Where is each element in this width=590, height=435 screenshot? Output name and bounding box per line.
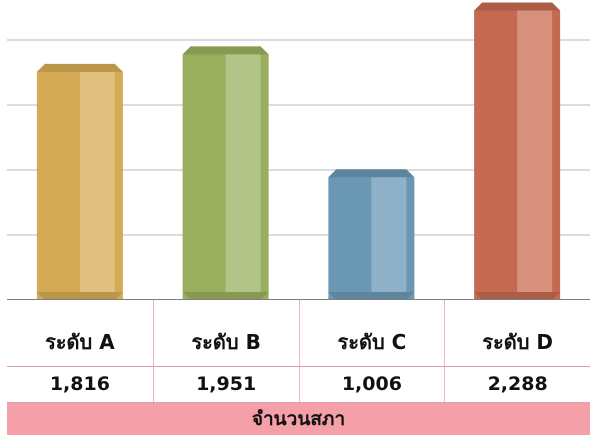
bar-highlight bbox=[517, 10, 553, 293]
bar-b bbox=[182, 46, 269, 300]
bar-c bbox=[328, 169, 415, 300]
category-label-c: ระดับ C bbox=[298, 300, 445, 366]
category-label-a: ระดับ A bbox=[45, 330, 115, 354]
bar-bottom-bevel bbox=[328, 292, 415, 300]
bar-highlight bbox=[79, 71, 115, 292]
category-label-b: ระดับ B bbox=[152, 300, 299, 366]
bar-bottom-bevel bbox=[182, 292, 269, 300]
value-label-b: 1,951 bbox=[152, 366, 299, 402]
bar-a bbox=[36, 63, 123, 300]
category-label-d: ระดับ D bbox=[444, 300, 590, 366]
bar-top-bevel bbox=[182, 46, 269, 55]
value-label-row: 1,816 1,951 1,006 2,288 bbox=[7, 366, 590, 403]
bar-top-bevel bbox=[36, 63, 123, 72]
bar-chart bbox=[7, 2, 590, 300]
bar-highlight bbox=[371, 177, 407, 292]
value-label-c: 1,006 bbox=[298, 366, 445, 402]
bar-top-bevel bbox=[328, 169, 415, 178]
bar-top-bevel bbox=[474, 2, 561, 11]
category-label-row: ระดับ A ระดับ B ระดับ C ระดับ D bbox=[7, 300, 590, 367]
bar-highlight bbox=[225, 54, 261, 293]
bar-bottom-bevel bbox=[36, 292, 123, 300]
bar-bottom-bevel bbox=[474, 292, 561, 300]
value-label-d: 2,288 bbox=[444, 366, 590, 402]
bar-d bbox=[474, 2, 561, 300]
series-footer-label: จำนวนสภา bbox=[7, 403, 590, 435]
value-label-a: 1,816 bbox=[49, 373, 110, 395]
bars bbox=[36, 2, 561, 300]
